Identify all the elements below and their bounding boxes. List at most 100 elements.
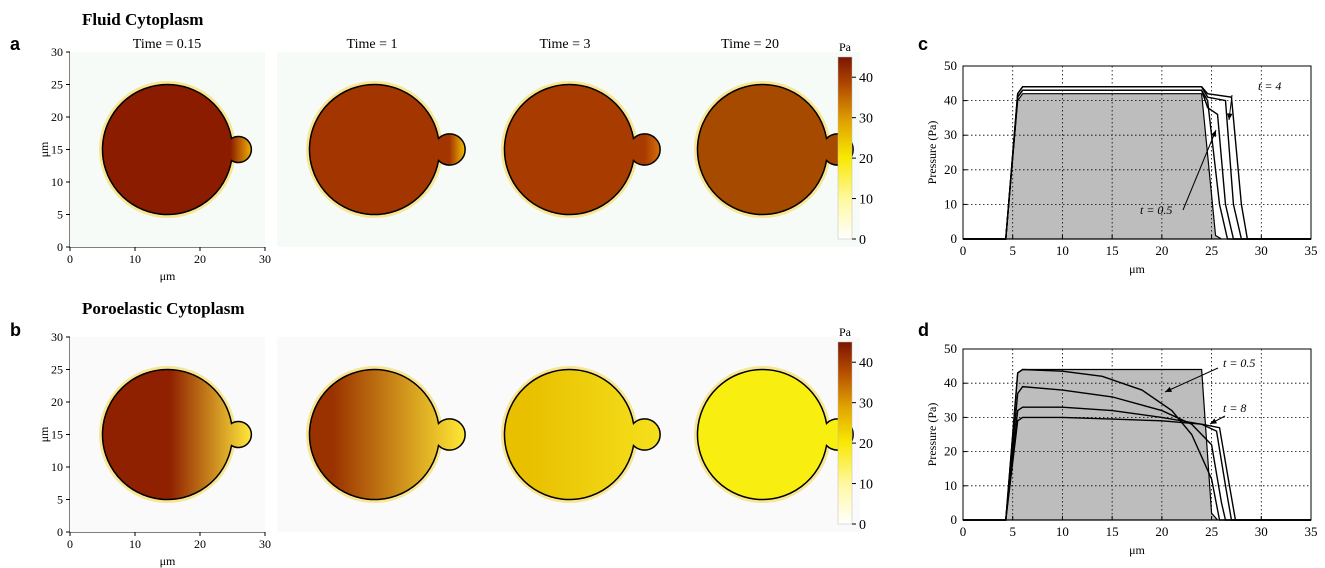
panel-letter-b: b <box>10 320 21 340</box>
annotation-label: t = 0.5 <box>1223 356 1255 370</box>
y-tick-label: 25 <box>51 363 63 377</box>
y-tick-label: 50 <box>944 58 957 73</box>
cell-shape <box>696 368 854 501</box>
x-tick-label: 30 <box>259 537 271 551</box>
x-tick-label: 20 <box>1155 243 1168 258</box>
series-line <box>963 416 1311 521</box>
colorbar-gradient <box>837 341 853 525</box>
time-label-1: Time = 0.15 <box>133 37 201 52</box>
annotation-arrowhead <box>1210 418 1217 424</box>
cell-shape <box>101 83 253 216</box>
colorbar-tick-label: 0 <box>859 518 866 533</box>
x-tick-label: 30 <box>1255 524 1268 539</box>
x-tick-label: 30 <box>1255 243 1268 258</box>
pressure-chart-d: 0 5 10 15 20 25 30 35 0 10 20 30 40 50 μm Pressure (Pa)… <box>925 341 1318 557</box>
annotation-label: t = 0.5 <box>1140 203 1172 217</box>
y-tick-label: 20 <box>51 395 63 409</box>
y-tick-label: 30 <box>51 45 63 59</box>
colorbar-tick-label: 20 <box>859 152 873 167</box>
y-tick-label: 10 <box>944 196 957 211</box>
x-tick-label: 0 <box>67 537 73 551</box>
panel-letter-d: d <box>918 320 929 340</box>
x-tick-label: 5 <box>1009 524 1016 539</box>
panel-letter-c: c <box>918 34 928 54</box>
colorbar-tick-label: 0 <box>859 233 866 248</box>
series-line <box>963 368 1311 521</box>
y-tick-label: 20 <box>944 444 957 459</box>
y-tick-label: 20 <box>51 110 63 124</box>
y-tick-label: 0 <box>951 231 958 246</box>
y-tick-label: 15 <box>51 428 63 442</box>
colorbar-unit: Pa <box>839 40 852 54</box>
y-tick-label: 25 <box>51 78 63 92</box>
x-tick-label: 25 <box>1205 243 1218 258</box>
x-tick-label: 15 <box>1106 524 1119 539</box>
time-label-4: Time = 20 <box>721 37 779 52</box>
time-label-3: Time = 3 <box>540 37 591 52</box>
x-axis-label: μm <box>160 269 176 283</box>
x-tick-label: 20 <box>1155 524 1168 539</box>
row-b-title: Poroelastic Cytoplasm <box>82 299 245 318</box>
colorbar-tick-label: 30 <box>859 397 873 412</box>
x-tick-label: 35 <box>1305 524 1318 539</box>
colorbar-tick-label: 40 <box>859 356 873 371</box>
colorbar-tick-label: 30 <box>859 112 873 127</box>
y-tick-label: 50 <box>944 341 957 356</box>
x-tick-label: 10 <box>1056 524 1069 539</box>
colorbar-tick-label: 10 <box>859 193 873 208</box>
series-line <box>963 406 1311 521</box>
annotation-arrowhead <box>1211 130 1217 137</box>
y-tick-label: 10 <box>51 175 63 189</box>
x-tick-label: 20 <box>194 537 206 551</box>
x-tick-label: 0 <box>960 524 967 539</box>
colorbar-a: Pa 0 10 20 30 40 <box>837 40 873 248</box>
y-axis-label: Pressure (Pa) <box>925 121 939 185</box>
y-axis-label: μm <box>37 141 51 157</box>
y-tick-label: 5 <box>57 208 63 222</box>
y-tick-label: 0 <box>57 240 63 254</box>
x-tick-label: 10 <box>1056 243 1069 258</box>
y-tick-label: 15 <box>51 143 63 157</box>
x-tick-label: 0 <box>960 243 967 258</box>
y-tick-label: 5 <box>57 493 63 507</box>
annotation-arrowhead <box>1165 386 1172 392</box>
series-line <box>963 385 1311 521</box>
y-tick-label: 30 <box>51 330 63 344</box>
series-line <box>963 86 1311 240</box>
colorbar-gradient <box>837 56 853 240</box>
cell-shape <box>308 83 466 216</box>
y-axis-label: Pressure (Pa) <box>925 403 939 467</box>
x-tick-label: 10 <box>129 537 141 551</box>
x-tick-label: 25 <box>1205 524 1218 539</box>
y-tick-label: 0 <box>57 525 63 539</box>
plot-frame <box>962 348 1312 521</box>
y-tick-label: 30 <box>944 409 957 424</box>
x-tick-label: 15 <box>1106 243 1119 258</box>
cell-shape <box>696 83 854 216</box>
x-axis-label: μm <box>1129 543 1145 557</box>
cell-shape <box>308 368 466 501</box>
panel-letter-a: a <box>10 34 21 54</box>
cell-shape <box>503 83 661 216</box>
plot-frame <box>962 65 1312 240</box>
y-tick-label: 40 <box>944 375 957 390</box>
x-tick-label: 20 <box>194 252 206 266</box>
annotation-label: t = 4 <box>1258 79 1281 93</box>
colorbar-b: Pa 0 10 20 30 40 <box>837 325 873 533</box>
x-tick-label: 5 <box>1009 243 1016 258</box>
row-a-heatmaps: 0 5 10 15 20 25 30 0 10 20 30 μm μm <box>37 45 860 283</box>
annotation-arrow <box>1182 129 1217 211</box>
y-tick-label: 40 <box>944 93 957 108</box>
annotation-label: t = 8 <box>1223 401 1246 415</box>
pressure-chart-c: 0 5 10 15 20 25 30 35 0 10 20 30 40 50 μm Pressure (Pa)… <box>925 58 1318 276</box>
colorbar-unit: Pa <box>839 325 852 339</box>
x-tick-label: 10 <box>129 252 141 266</box>
x-tick-label: 0 <box>67 252 73 266</box>
row-a-title: Fluid Cytoplasm <box>82 10 203 29</box>
time-label-2: Time = 1 <box>347 37 398 52</box>
annotation-arrowhead <box>1227 113 1233 120</box>
colorbar-tick-label: 40 <box>859 71 873 86</box>
y-tick-label: 30 <box>944 127 957 142</box>
y-tick-label: 20 <box>944 162 957 177</box>
